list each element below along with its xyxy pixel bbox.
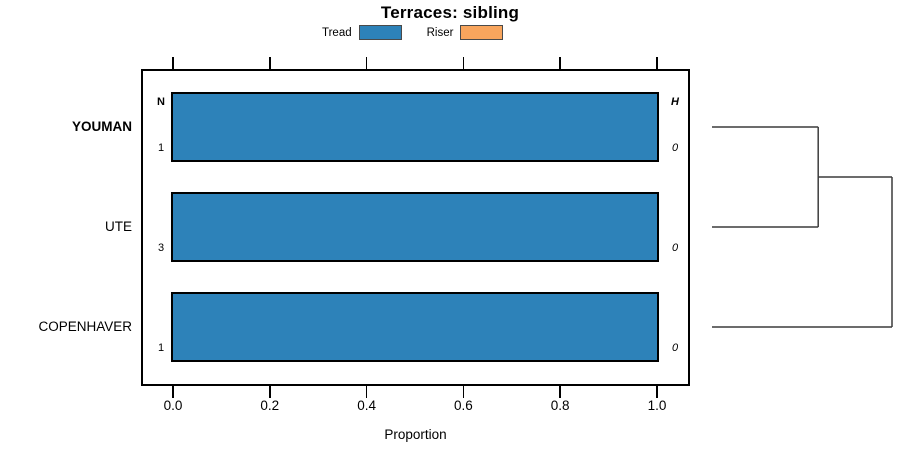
- x-axis-tick-top: [656, 57, 658, 69]
- x-axis-tick-bottom: [462, 386, 465, 398]
- legend-label: Riser: [426, 26, 454, 39]
- x-axis-tick-top: [365, 57, 368, 69]
- h-value: 0: [671, 342, 679, 354]
- x-axis-tick-top: [172, 57, 174, 69]
- x-axis-tick-bottom: [365, 386, 368, 398]
- category-label: UTE: [105, 219, 132, 234]
- category-label: COPENHAVER: [38, 319, 132, 334]
- x-axis-tick-label: 0.2: [260, 398, 280, 413]
- category-label: YOUMAN: [72, 119, 132, 134]
- bar-segment-tread: [171, 292, 659, 362]
- plot-area-border: [141, 69, 690, 386]
- legend-item-riser: Riser: [427, 25, 504, 40]
- chart-title: Terraces: sibling: [380, 3, 520, 22]
- x-axis-tick-label: 0.0: [163, 398, 183, 413]
- legend-swatch-tread: [358, 25, 402, 40]
- x-axis-tick-top: [269, 57, 271, 69]
- legend-label: Tread: [322, 26, 352, 39]
- n-column-header: N: [157, 96, 165, 108]
- n-value: 1: [157, 142, 165, 154]
- legend-item-tread: Tread: [322, 25, 402, 40]
- h-column-header: H: [671, 96, 679, 108]
- x-axis-tick-label: 0.4: [357, 398, 376, 413]
- x-axis-tick-label: 0.6: [454, 398, 473, 413]
- x-axis-tick-top: [462, 57, 465, 69]
- x-axis-tick-bottom: [172, 386, 174, 398]
- n-value: 3: [157, 242, 165, 254]
- x-axis-title: Proportion: [384, 427, 447, 442]
- legend: Tread Riser: [322, 25, 528, 40]
- bar-segment-tread: [171, 192, 659, 262]
- x-axis-tick-bottom: [269, 386, 271, 398]
- x-axis-tick-label: 0.8: [550, 398, 570, 413]
- n-value: 1: [157, 342, 165, 354]
- x-axis-tick-label: 1.0: [647, 398, 667, 413]
- legend-swatch-riser: [460, 25, 504, 40]
- x-axis-tick-bottom: [559, 386, 561, 398]
- bar-segment-tread: [171, 92, 659, 162]
- x-axis-tick-top: [559, 57, 561, 69]
- h-value: 0: [671, 142, 679, 154]
- x-axis-tick-bottom: [656, 386, 658, 398]
- h-value: 0: [671, 242, 679, 254]
